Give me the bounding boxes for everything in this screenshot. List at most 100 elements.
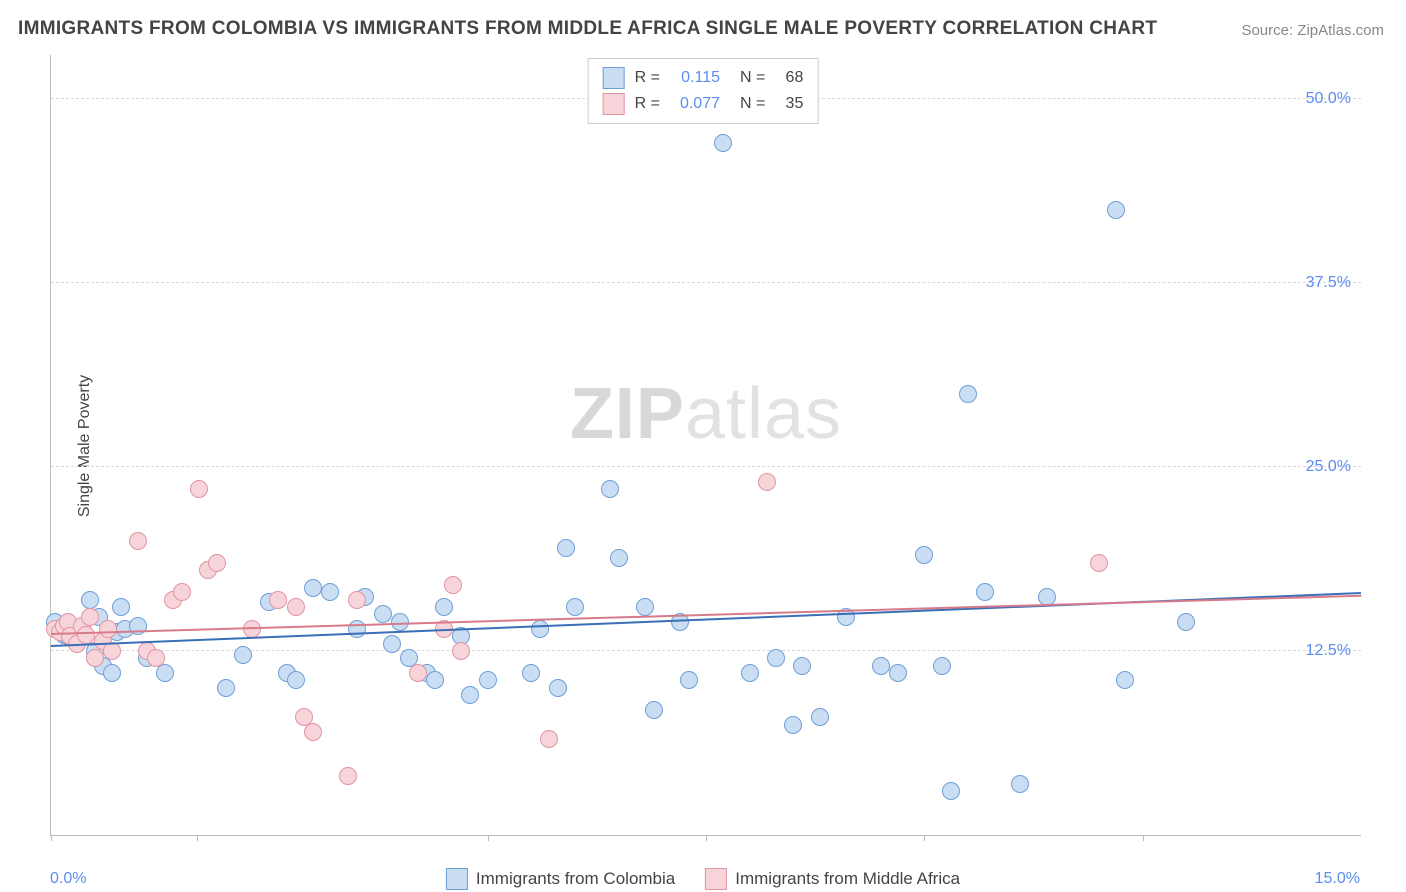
y-tick-label: 12.5% <box>1306 642 1351 660</box>
x-min-label: 0.0% <box>50 870 86 888</box>
legend-stat-row: R = 0.115 N = 68 <box>603 65 804 91</box>
legend-swatch <box>446 868 468 890</box>
data-point <box>81 591 99 609</box>
data-point <box>287 671 305 689</box>
data-point <box>680 671 698 689</box>
gridline <box>51 282 1361 283</box>
data-point <box>758 473 776 491</box>
data-point <box>374 605 392 623</box>
data-point <box>942 782 960 800</box>
data-point <box>112 598 130 616</box>
x-tick <box>924 835 925 841</box>
data-point <box>99 620 117 638</box>
legend-swatch <box>603 67 625 89</box>
data-point <box>81 608 99 626</box>
x-tick <box>488 835 489 841</box>
legend-series-label: Immigrants from Middle Africa <box>735 869 960 889</box>
y-tick-label: 37.5% <box>1306 274 1351 292</box>
trend-line <box>51 595 1361 635</box>
data-point <box>531 620 549 638</box>
data-point <box>915 546 933 564</box>
source-label: Source: ZipAtlas.com <box>1241 22 1384 39</box>
data-point <box>348 591 366 609</box>
data-point <box>540 730 558 748</box>
y-tick-label: 50.0% <box>1306 90 1351 108</box>
data-point <box>557 539 575 557</box>
data-point <box>461 686 479 704</box>
data-point <box>741 664 759 682</box>
data-point <box>304 579 322 597</box>
legend-swatch <box>603 93 625 115</box>
data-point <box>479 671 497 689</box>
data-point <box>767 649 785 667</box>
data-point <box>889 664 907 682</box>
data-point <box>234 646 252 664</box>
data-point <box>103 664 121 682</box>
x-tick <box>706 835 707 841</box>
legend-series-item: Immigrants from Colombia <box>446 868 675 890</box>
data-point <box>173 583 191 601</box>
data-point <box>208 554 226 572</box>
legend-r-value: 0.115 <box>670 69 720 87</box>
data-point <box>793 657 811 675</box>
data-point <box>811 708 829 726</box>
data-point <box>426 671 444 689</box>
data-point <box>1090 554 1108 572</box>
data-point <box>549 679 567 697</box>
legend-r-label: R = <box>635 95 660 113</box>
legend-n-label: N = <box>740 95 765 113</box>
x-tick <box>1143 835 1144 841</box>
data-point <box>348 620 366 638</box>
data-point <box>1107 201 1125 219</box>
data-point <box>435 598 453 616</box>
data-point <box>269 591 287 609</box>
data-point <box>77 626 95 644</box>
legend-n-value: 68 <box>775 69 803 87</box>
plot-area: ZIPatlas 12.5% 25.0% 37.5% 50.0% <box>50 55 1361 836</box>
legend-r-value: 0.077 <box>670 95 720 113</box>
chart-title: IMMIGRANTS FROM COLOMBIA VS IMMIGRANTS F… <box>18 18 1157 40</box>
legend-n-value: 35 <box>775 95 803 113</box>
data-point <box>147 649 165 667</box>
data-point <box>86 649 104 667</box>
y-tick-label: 25.0% <box>1306 458 1351 476</box>
data-point <box>383 635 401 653</box>
data-point <box>1116 671 1134 689</box>
data-point <box>444 576 462 594</box>
legend-series-label: Immigrants from Colombia <box>476 869 675 889</box>
data-point <box>129 532 147 550</box>
data-point <box>321 583 339 601</box>
data-point <box>645 701 663 719</box>
data-point <box>409 664 427 682</box>
data-point <box>522 664 540 682</box>
legend-series-item: Immigrants from Middle Africa <box>705 868 960 890</box>
data-point <box>601 480 619 498</box>
data-point <box>872 657 890 675</box>
data-point <box>304 723 322 741</box>
data-point <box>610 549 628 567</box>
data-point <box>1011 775 1029 793</box>
legend-stat-row: R = 0.077 N = 35 <box>603 91 804 117</box>
gridline <box>51 466 1361 467</box>
data-point <box>636 598 654 616</box>
data-point <box>287 598 305 616</box>
legend-r-label: R = <box>635 69 660 87</box>
data-point <box>217 679 235 697</box>
x-tick <box>51 835 52 841</box>
x-tick <box>197 835 198 841</box>
data-point <box>959 385 977 403</box>
legend-swatch <box>705 868 727 890</box>
watermark: ZIPatlas <box>570 373 842 455</box>
data-point <box>976 583 994 601</box>
data-point <box>339 767 357 785</box>
data-point <box>784 716 802 734</box>
data-point <box>714 134 732 152</box>
data-point <box>190 480 208 498</box>
x-max-label: 15.0% <box>1315 870 1360 888</box>
data-point <box>1177 613 1195 631</box>
legend-n-label: N = <box>740 69 765 87</box>
data-point <box>452 642 470 660</box>
legend-stats: R = 0.115 N = 68 R = 0.077 N = 35 <box>588 58 819 124</box>
data-point <box>566 598 584 616</box>
legend-series: Immigrants from Colombia Immigrants from … <box>446 868 960 890</box>
